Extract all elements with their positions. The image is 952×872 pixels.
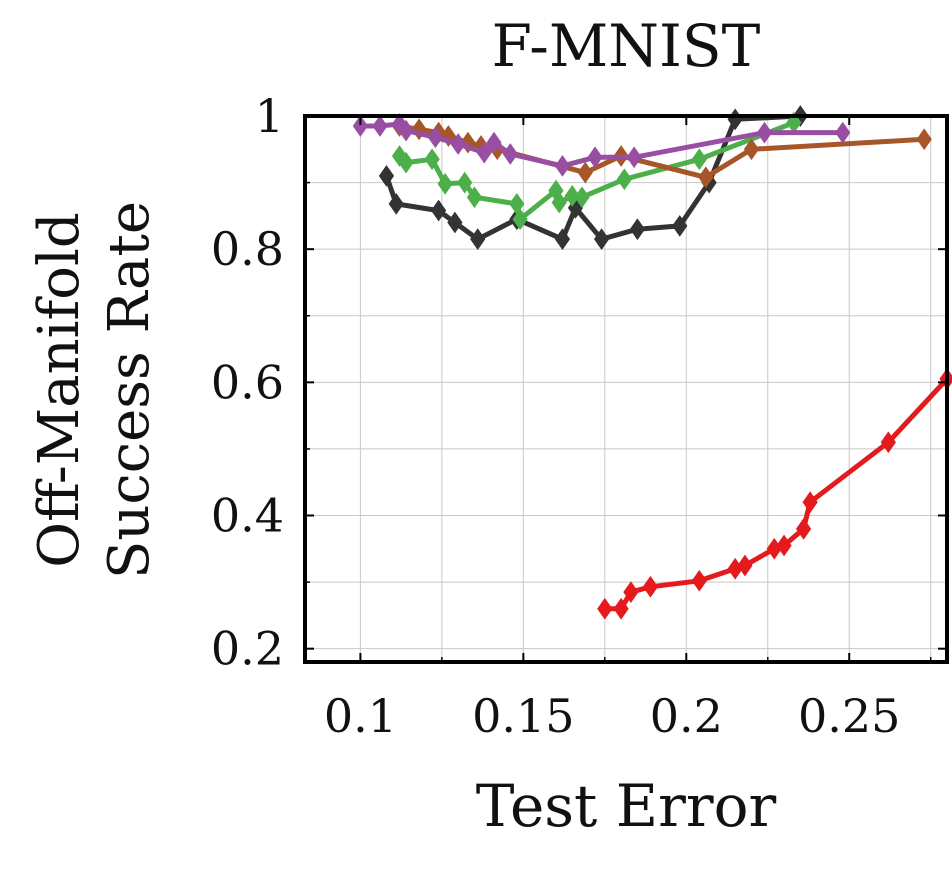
data-point bbox=[587, 146, 603, 169]
data-point bbox=[378, 165, 395, 187]
data-point bbox=[835, 121, 851, 144]
data-point bbox=[642, 575, 659, 598]
data-point bbox=[597, 597, 613, 620]
y-tick-label: 0.4 bbox=[211, 489, 284, 543]
y-axis-label: Off-Manifold Success Rate bbox=[27, 201, 162, 579]
data-point bbox=[447, 211, 463, 234]
data-point bbox=[613, 597, 629, 620]
data-point bbox=[554, 228, 571, 251]
y-tick-label: 0.6 bbox=[211, 355, 284, 409]
series-3 bbox=[391, 111, 802, 231]
data-point bbox=[776, 534, 792, 557]
data-point bbox=[554, 155, 571, 177]
data-point bbox=[880, 431, 896, 454]
data-point bbox=[398, 151, 414, 174]
data-point bbox=[431, 199, 447, 222]
x-tick-label: 0.1 bbox=[324, 689, 397, 743]
data-point bbox=[437, 173, 453, 195]
data-point bbox=[440, 125, 457, 147]
data-point bbox=[802, 491, 818, 514]
data-point bbox=[626, 146, 642, 169]
data-point bbox=[698, 166, 714, 189]
plot-frame bbox=[303, 114, 949, 664]
data-point bbox=[574, 186, 590, 209]
data-point bbox=[486, 131, 502, 154]
grid bbox=[305, 115, 947, 662]
series-5 bbox=[352, 113, 851, 177]
data-point bbox=[691, 569, 707, 592]
y-tick-label: 0.2 bbox=[211, 622, 284, 676]
y-axis-label-line: Success Rate bbox=[97, 201, 162, 579]
data-point bbox=[629, 218, 646, 241]
x-axis-label: Test Error bbox=[476, 772, 777, 840]
chart-title: F-MNIST bbox=[492, 12, 761, 80]
y-tick-label: 1 bbox=[255, 89, 284, 143]
series-1 bbox=[597, 368, 952, 620]
data-point bbox=[470, 228, 486, 251]
data-point bbox=[691, 148, 707, 171]
data-point bbox=[616, 168, 632, 191]
data-point bbox=[756, 121, 773, 144]
data-point bbox=[564, 185, 580, 207]
data-point bbox=[398, 119, 414, 142]
data-point bbox=[427, 126, 443, 149]
data-point bbox=[623, 581, 639, 603]
x-tick-label: 0.25 bbox=[798, 689, 900, 743]
data-point bbox=[388, 193, 404, 215]
data-point bbox=[916, 128, 932, 151]
data-point bbox=[512, 208, 528, 231]
data-point bbox=[593, 228, 610, 251]
data-point bbox=[352, 115, 369, 137]
data-point bbox=[795, 517, 812, 540]
data-point bbox=[372, 115, 388, 137]
data-point bbox=[424, 148, 440, 171]
data-point bbox=[737, 554, 753, 577]
data-point bbox=[466, 186, 483, 209]
y-axis-label-line: Off-Manifold bbox=[27, 212, 92, 568]
series-group bbox=[352, 105, 952, 620]
data-point bbox=[577, 161, 593, 184]
data-point bbox=[476, 141, 492, 164]
ticks: 0.1 0.15 0.2 0.25 0.2 0.4 0.6 0.8 1 bbox=[211, 89, 947, 743]
series-line bbox=[604, 377, 949, 612]
data-point bbox=[391, 145, 408, 167]
data-point bbox=[502, 143, 518, 165]
data-point bbox=[672, 214, 688, 237]
data-point bbox=[450, 133, 466, 155]
x-tick-label: 0.2 bbox=[650, 689, 723, 743]
data-point bbox=[551, 191, 567, 214]
data-point bbox=[743, 138, 760, 161]
y-tick-label: 0.8 bbox=[211, 222, 284, 276]
data-point bbox=[457, 171, 473, 194]
x-tick-label: 0.15 bbox=[472, 689, 574, 743]
data-point bbox=[391, 113, 408, 135]
